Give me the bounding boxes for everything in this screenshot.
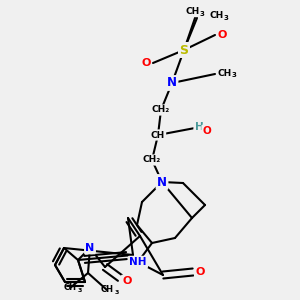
Text: N: N [85, 243, 94, 253]
Text: N: N [157, 176, 167, 188]
Text: CH: CH [209, 11, 223, 20]
Text: 3: 3 [115, 290, 119, 295]
Text: O: O [195, 267, 205, 277]
Text: 3: 3 [224, 15, 229, 21]
Text: CH: CH [151, 130, 165, 140]
Text: 3: 3 [200, 11, 205, 17]
Text: O: O [217, 30, 227, 40]
Text: O: O [202, 126, 211, 136]
Text: NH: NH [129, 257, 147, 267]
Text: 3: 3 [78, 288, 82, 293]
Text: O: O [122, 276, 132, 286]
Text: N: N [167, 76, 177, 89]
Text: CH₂: CH₂ [143, 155, 161, 164]
Text: CH: CH [217, 70, 231, 79]
Text: S: S [179, 44, 188, 56]
Text: H: H [195, 122, 203, 132]
Text: 3: 3 [232, 72, 237, 78]
Text: O: O [141, 58, 151, 68]
Text: CH: CH [100, 285, 113, 294]
Text: CH₂: CH₂ [152, 106, 170, 115]
Text: CH: CH [64, 283, 76, 292]
Text: CH: CH [185, 7, 199, 16]
